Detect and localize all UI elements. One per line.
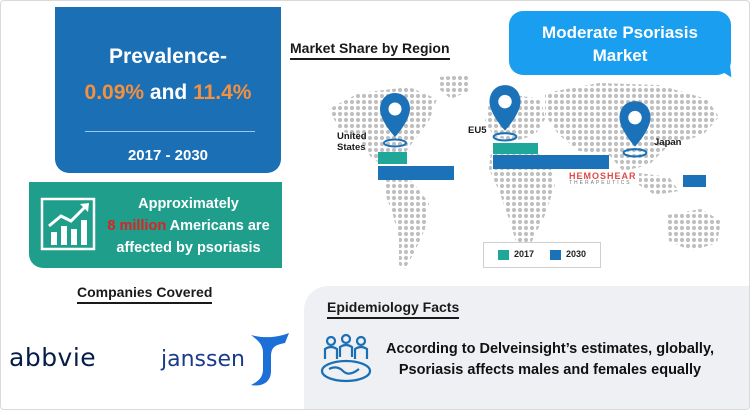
prevalence-years: 2017 - 2030 [127, 147, 209, 164]
prevalence-values: 0.09% and 11.4% [55, 81, 281, 105]
bubble-line1: Moderate Psoriasis [542, 23, 698, 42]
region-label-us: United States [337, 131, 367, 153]
americans-line2: 8 million Americans are [99, 215, 278, 237]
epidemiology-card [304, 286, 749, 409]
japan-location-pin-icon [619, 101, 651, 158]
eu5-location-pin-icon [489, 85, 521, 142]
eu5-2030-bar [493, 155, 609, 169]
prevalence-card: Prevalence- 0.09% and 11.4% 2017 - 2030 [55, 7, 281, 173]
abbvie-logo: abbvie [9, 343, 97, 372]
prevalence-title: Prevalence- [109, 45, 227, 68]
legend-swatch-2030 [550, 250, 561, 260]
divider [85, 131, 255, 132]
janssen-logo: janssen [161, 347, 245, 372]
epidemiology-title: Epidemiology Facts [327, 299, 460, 319]
hemoshear-watermark: HEMOSHEAR THERAPEUTICS [569, 171, 637, 186]
americans-card: Approximately 8 million Americans are af… [29, 182, 282, 268]
us-2017-bar [378, 152, 407, 164]
janssen-mark-icon [251, 333, 289, 386]
us-location-pin-icon [380, 93, 410, 148]
americans-text: Approximately 8 million Americans are af… [99, 193, 278, 259]
legend-label-2030: 2030 [566, 249, 587, 259]
companies-title: Companies Covered [77, 284, 213, 304]
prevalence-high: 11.4% [193, 81, 252, 104]
legend-label-2017: 2017 [514, 249, 535, 259]
region-label-japan: Japan [654, 137, 682, 148]
growth-chart-icon [40, 197, 96, 251]
americans-line3: affected by psoriasis [116, 240, 261, 256]
map-legend: 2017 2030 [483, 242, 601, 268]
bubble-line2: Market [592, 46, 648, 65]
epidemiology-text: According to Delveinsight’s estimates, g… [386, 341, 714, 378]
bubble-text: Moderate Psoriasis Market [509, 21, 731, 67]
prevalence-low: 0.09% [84, 81, 145, 104]
prevalence-and: and [144, 81, 194, 104]
population-globe-icon [320, 333, 372, 383]
us-2030-bar [378, 166, 454, 180]
americans-line2-rest: Americans are [166, 218, 270, 234]
legend-swatch-2017 [498, 250, 509, 260]
americans-line1: Approximately [138, 196, 239, 212]
hemoshear-sub: THERAPEUTICS [569, 180, 632, 186]
americans-highlight: 8 million [107, 218, 167, 234]
region-label-eu5: EU5 [468, 125, 487, 136]
market-share-title: Market Share by Region [290, 40, 450, 60]
japan-2030-bar [683, 175, 706, 187]
hemoshear-name: HEMOSHEAR [569, 171, 637, 181]
market-title-bubble: Moderate Psoriasis Market [509, 11, 731, 75]
eu5-2017-bar [493, 143, 538, 154]
